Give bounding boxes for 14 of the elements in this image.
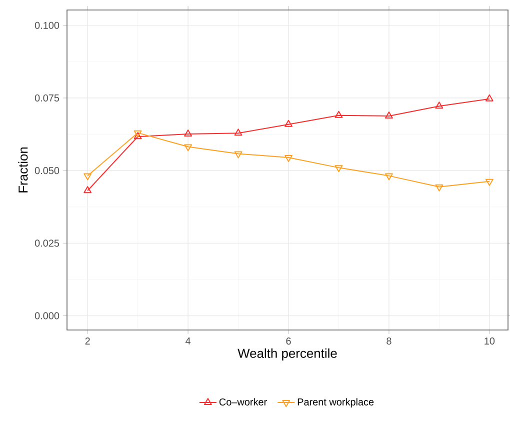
y-tick-label: 0.025 [34, 240, 60, 247]
x-tick-label: 4 [186, 338, 191, 344]
x-tick-label: 2 [85, 338, 90, 344]
y-axis-title: Fraction [18, 147, 28, 192]
y-tick-label: 0.075 [34, 94, 60, 102]
x-axis-title: Wealth percentile [238, 348, 337, 360]
x-tick-label: 10 [484, 338, 495, 345]
legend-label: Co–worker [219, 398, 267, 406]
legend-label: Parent workplace [298, 398, 374, 408]
y-tick-label: 0.100 [34, 22, 60, 29]
x-tick-label: 6 [286, 338, 291, 345]
y-tick-label: 0.050 [34, 167, 60, 174]
x-tick-label: 8 [386, 338, 392, 345]
y-tick-label: 0.000 [34, 312, 60, 320]
